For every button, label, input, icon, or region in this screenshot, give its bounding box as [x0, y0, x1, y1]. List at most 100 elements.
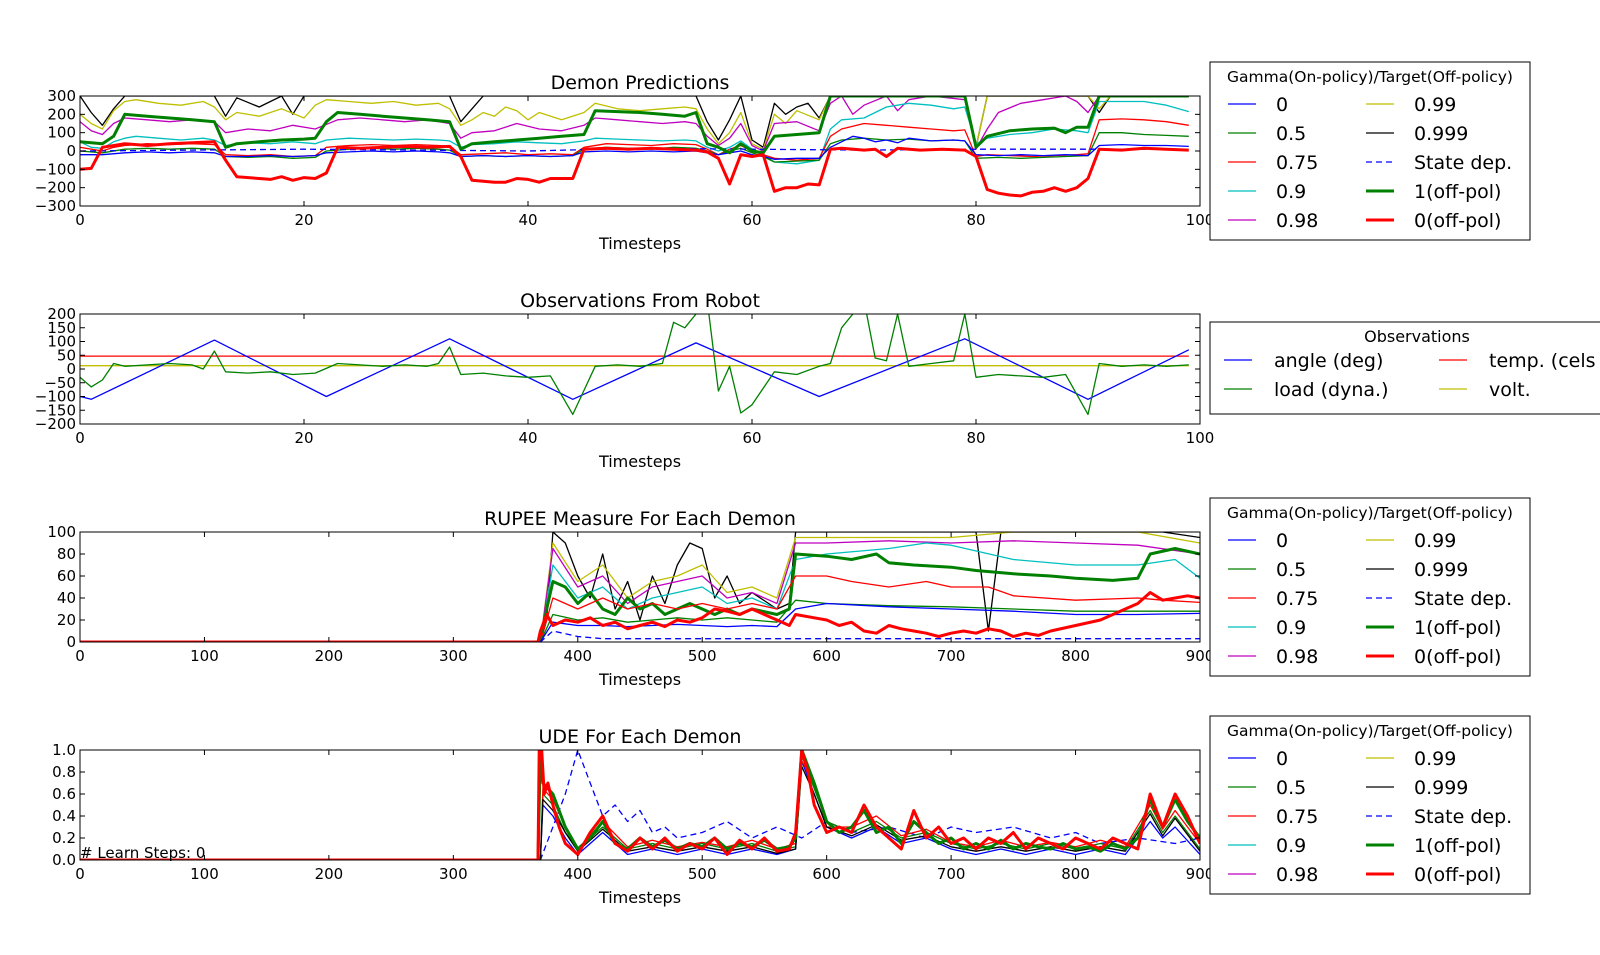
x-tick-label: 40: [518, 211, 537, 229]
y-tick-label: −50: [44, 374, 76, 392]
plot-frame: [79, 749, 1201, 861]
legend-label: temp. (cels: [1489, 350, 1596, 372]
legend-label: 0.98: [1276, 210, 1318, 232]
x-tick-label: 700: [937, 647, 966, 665]
y-tick-label: 100: [47, 124, 76, 142]
x-tick-label: 200: [315, 865, 344, 883]
x-tick-label: 600: [812, 647, 841, 665]
series-line-0-99: [80, 96, 1189, 150]
legend-label: 1(off-pol): [1414, 617, 1501, 639]
y-tick-label: 200: [47, 105, 76, 123]
x-axis-label: Timesteps: [598, 452, 681, 471]
legend-label: State dep.: [1414, 152, 1512, 174]
y-tick-label: 60: [57, 567, 76, 585]
y-tick-label: 20: [57, 611, 76, 629]
series-line-0-99: [80, 532, 1200, 642]
plot-area: [80, 750, 1200, 860]
x-tick-label: 80: [966, 211, 985, 229]
x-tick-label: 0: [75, 211, 85, 229]
legend-box-1: Gamma(On-policy)/Target(Off-policy) 0 0.5 0…: [1209, 61, 1531, 241]
legend-label: 0.5: [1276, 123, 1306, 145]
legend-label: 0.9: [1276, 617, 1306, 639]
legend-label: State dep.: [1414, 588, 1512, 610]
legend-label: 0.5: [1276, 777, 1306, 799]
x-tick-label: 100: [190, 865, 219, 883]
series-line-1-off-pol-: [80, 96, 1189, 155]
legend-title: Gamma(On-policy)/Target(Off-policy): [1227, 68, 1513, 86]
x-tick-label: 100: [1186, 211, 1215, 229]
y-tick-label: −100: [35, 160, 76, 178]
y-tick-label: −150: [35, 401, 76, 419]
series-line-0-off-pol-: [80, 591, 1200, 642]
legend-boxes: Gamma(On-policy)/Target(Off-policy) 0 0.5 0…: [1209, 61, 1600, 895]
series-group: [80, 314, 1190, 416]
legend-label: 1(off-pol): [1414, 835, 1501, 857]
plot-frame: [79, 531, 1201, 643]
legend-frame: [1209, 715, 1531, 895]
chart-title: Demon Predictions: [551, 72, 730, 94]
x-tick-label: 900: [1186, 647, 1215, 665]
y-tick-label: 0.0: [52, 851, 76, 869]
legend-box-4: Gamma(On-policy)/Target(Off-policy) 0 0.5 0…: [1209, 715, 1531, 895]
y-tick-label: 80: [57, 545, 76, 563]
y-tick-label: 100: [47, 523, 76, 541]
y-tick-label: −200: [35, 179, 76, 197]
x-axis-label: Timesteps: [598, 234, 681, 253]
chart-title: UDE For Each Demon: [539, 726, 742, 748]
y-tick-label: −300: [35, 197, 76, 215]
legend-label: 0.999: [1414, 559, 1468, 581]
chart-title: Observations From Robot: [520, 290, 760, 312]
y-tick-label: 0.6: [52, 785, 76, 803]
legend-title: Gamma(On-policy)/Target(Off-policy): [1227, 504, 1513, 522]
y-tick-label: 0: [66, 142, 76, 160]
legend-label: 0.75: [1276, 588, 1318, 610]
series-line-load-dyna-: [80, 314, 1189, 416]
legend-box-2: Observations angle (deg) load (dyna.) temp.…: [1209, 321, 1600, 415]
legend-label: volt.: [1489, 379, 1531, 401]
y-tick-label: 300: [47, 87, 76, 105]
legend-label: 0.999: [1414, 123, 1468, 145]
plot-area: [80, 532, 1200, 642]
legend-box-3: Gamma(On-policy)/Target(Off-policy) 0 0.5 0…: [1209, 497, 1531, 677]
series-line-0-off-pol-: [80, 750, 1200, 860]
legend-label: 0.75: [1276, 152, 1318, 174]
legend-title: Observations: [1364, 327, 1470, 346]
x-tick-label: 40: [518, 429, 537, 447]
x-tick-label: 20: [294, 211, 313, 229]
legend-label: 0: [1276, 530, 1288, 552]
legend-label: 0.98: [1276, 646, 1318, 668]
x-tick-label: 900: [1186, 865, 1215, 883]
y-tick-label: 1.0: [52, 741, 76, 759]
x-tick-label: 80: [966, 429, 985, 447]
x-tick-label: 800: [1061, 647, 1090, 665]
series-group: [80, 96, 1189, 198]
x-tick-label: 700: [937, 865, 966, 883]
legend-label: 0.99: [1414, 530, 1456, 552]
x-tick-label: 20: [294, 429, 313, 447]
x-tick-label: 500: [688, 647, 717, 665]
series-line-0-5: [80, 132, 1189, 163]
legend-label: 0(off-pol): [1414, 646, 1501, 668]
y-tick-label: −200: [35, 415, 76, 433]
series-line-state-dep-: [80, 750, 1200, 860]
y-tick-label: 0.8: [52, 763, 76, 781]
series-group: [80, 532, 1200, 642]
legend-label: 0.999: [1414, 777, 1468, 799]
y-tick-label: 50: [57, 346, 76, 364]
x-tick-label: 500: [688, 865, 717, 883]
x-axis-label: Timesteps: [598, 670, 681, 689]
y-tick-label: 40: [57, 589, 76, 607]
legend-label: load (dyna.): [1274, 379, 1389, 401]
x-tick-label: 100: [190, 647, 219, 665]
y-tick-label: 0.2: [52, 829, 76, 847]
chart-panel-4: UDE For Each Demon 0 100 200 300 400 500 600 700…: [52, 726, 1214, 907]
series-line-0-98: [80, 540, 1200, 642]
x-tick-label: 100: [1186, 429, 1215, 447]
x-tick-label: 300: [439, 647, 468, 665]
series-line-angle-deg-: [80, 338, 1190, 400]
series-line-0: [80, 602, 1200, 642]
legend-label: 0(off-pol): [1414, 864, 1501, 886]
y-tick-label: −100: [35, 388, 76, 406]
